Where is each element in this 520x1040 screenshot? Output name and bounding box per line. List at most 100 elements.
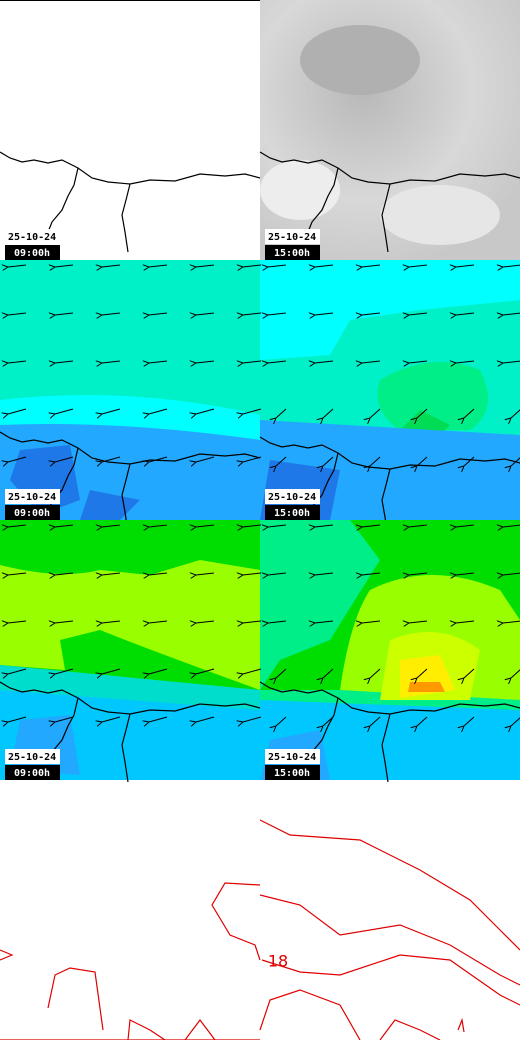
wind-arrow	[315, 265, 334, 267]
date-label: 25-10-24	[8, 232, 56, 243]
wind-arrow	[276, 408, 287, 418]
wind-arrow	[464, 716, 475, 726]
wind-arrow	[362, 361, 381, 363]
wind-arrow	[102, 716, 121, 722]
wind-arrow	[409, 313, 428, 315]
wind-arrow	[268, 573, 287, 575]
wind-arrow	[55, 408, 74, 414]
panel	[259, 0, 520, 260]
wind-arrow	[362, 621, 381, 623]
wind-arrow	[456, 265, 475, 267]
wind-arrow	[243, 408, 262, 414]
wind-arrow	[362, 313, 381, 315]
wind-arrow	[149, 716, 168, 722]
wind-arrow	[503, 621, 520, 623]
time-label: 09:00h	[14, 768, 50, 779]
wind-arrow	[196, 313, 215, 315]
wind-arrow	[409, 361, 428, 363]
date-label: 25-10-24	[268, 232, 316, 243]
wind-arrow	[276, 456, 287, 466]
wind-arrow	[55, 525, 74, 527]
wind-arrow	[370, 716, 381, 726]
time-label: 09:00h	[14, 508, 50, 519]
wind-arrow	[196, 361, 215, 363]
wind-arrow	[8, 408, 27, 414]
wind-arrow	[417, 668, 428, 678]
wind-arrow	[8, 525, 27, 527]
wind-arrow	[315, 621, 334, 623]
wind-arrow	[243, 668, 262, 674]
time-labels: 25-10-24 09:00h 25-10-24 15:00h 25-10-24 09:0…	[5, 229, 320, 780]
wind-arrow	[102, 313, 121, 315]
wind-arrow	[55, 313, 74, 315]
wind-arrow	[196, 716, 215, 722]
date-label: 25-10-24	[268, 752, 316, 763]
wind-arrow	[55, 668, 74, 674]
wind-arrow	[243, 361, 262, 363]
wind-arrow	[55, 361, 74, 363]
wind-arrow	[456, 573, 475, 575]
wind-arrow	[464, 456, 475, 466]
wind-arrow	[503, 313, 520, 315]
wind-arrow	[102, 408, 121, 414]
date-box	[5, 489, 60, 504]
wind-arrow	[503, 361, 520, 363]
wind-arrow	[370, 408, 381, 418]
wind-arrow	[362, 525, 381, 527]
wind-arrow	[196, 573, 215, 575]
wind-arrow	[149, 313, 168, 315]
wind-arrow	[362, 573, 381, 575]
date-box	[265, 749, 320, 764]
wind-arrow	[102, 361, 121, 363]
wind-arrow	[315, 525, 334, 527]
wind-arrow	[149, 361, 168, 363]
wind-arrow	[55, 621, 74, 623]
time-label: 15:00h	[274, 508, 310, 519]
date-label: 25-10-24	[8, 492, 56, 503]
contour-label: 18	[268, 952, 288, 971]
wind-arrow	[511, 409, 520, 418]
wind-arrow	[196, 265, 215, 267]
wind-arrow	[102, 525, 121, 527]
time-label: 09:00h	[14, 248, 50, 259]
wind-arrow	[323, 456, 334, 466]
wind-arrow	[102, 265, 121, 267]
wind-arrow	[268, 313, 287, 315]
time-box	[265, 765, 320, 780]
wind-arrow	[8, 573, 27, 575]
wind-arrow	[503, 573, 520, 575]
wind-arrow	[196, 621, 215, 623]
wind-arrow	[243, 716, 262, 722]
wind-arrow	[456, 313, 475, 315]
wind-arrow	[276, 716, 287, 726]
wind-arrow	[55, 456, 74, 462]
panel	[259, 520, 520, 783]
wind-arrows	[8, 265, 520, 726]
wind-arrow	[409, 621, 428, 623]
wind-arrow	[409, 525, 428, 527]
wind-arrow	[243, 621, 262, 623]
wind-arrow	[268, 621, 287, 623]
wind-arrow	[8, 716, 27, 722]
wind-arrow	[149, 573, 168, 575]
wind-arrow	[55, 716, 74, 722]
wind-arrow	[417, 408, 428, 418]
wind-arrow	[102, 621, 121, 623]
wind-arrow	[276, 668, 287, 678]
wind-arrow	[243, 573, 262, 575]
panel	[0, 0, 261, 260]
wind-arrow	[149, 408, 168, 414]
date-box	[5, 229, 60, 244]
wind-arrow	[8, 621, 27, 623]
wind-arrow	[409, 265, 428, 267]
time-box	[265, 245, 320, 260]
time-box	[5, 505, 60, 520]
time-box	[5, 765, 60, 780]
wind-arrow	[268, 361, 287, 363]
wind-arrow	[8, 313, 27, 315]
wind-arrow	[417, 456, 428, 466]
wind-arrow	[511, 669, 520, 678]
wind-arrow	[8, 361, 27, 363]
wind-arrow	[243, 525, 262, 527]
